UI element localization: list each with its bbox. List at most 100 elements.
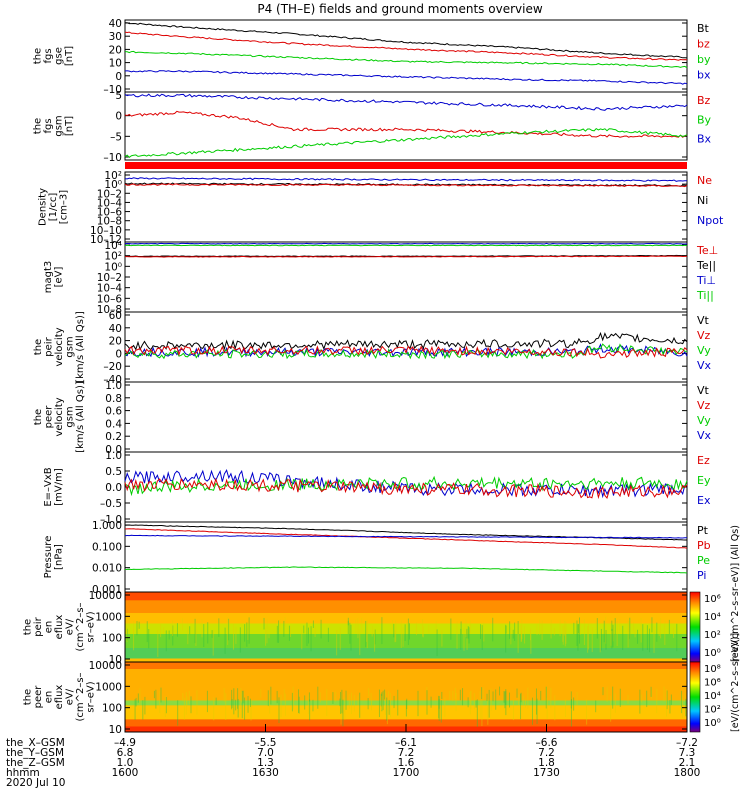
series-Bz [124, 110, 688, 138]
y-axis-label-line: the [32, 48, 43, 64]
x-tick-label: 1.8 [538, 757, 555, 769]
y-tick-label: 10–2 [97, 188, 122, 200]
y-tick-label: 10–10 [90, 225, 122, 237]
legend-item: by [697, 53, 711, 66]
panel-density [124, 171, 688, 243]
x-row-name: the_X–GSM [6, 737, 65, 749]
legend-item: Ey [697, 474, 711, 487]
spectrogram-band-3 [125, 705, 687, 720]
x-tick-label: 1730 [533, 767, 560, 779]
series-Ti⊥ [124, 242, 688, 245]
legend-item: Ni [697, 194, 708, 207]
y-axis-label-line: Pressure [43, 536, 54, 579]
legend-item: Pb [697, 539, 711, 552]
series-By [124, 127, 688, 158]
x-tick-label: 1800 [674, 767, 701, 779]
legend-item: bx [697, 69, 711, 82]
spectrogram-band-6 [125, 658, 687, 662]
y-tick-label: 20 [109, 44, 122, 56]
y-axis-label-line: gsm [65, 336, 76, 357]
y-tick-label: 0.8 [105, 393, 122, 405]
series-bx [124, 70, 688, 85]
colorbar-peer-spectrogram [689, 661, 701, 733]
y-tick-label: 0.6 [105, 406, 122, 418]
legend-item: Vz [697, 329, 711, 342]
colorbar-tick-label: 10⁰ [704, 718, 721, 729]
x-tick-label: –6.6 [536, 737, 558, 749]
y-axis-label-line: Density [38, 188, 49, 226]
y-tick-label: –10 [103, 152, 122, 164]
y-tick-label: 10–4 [97, 197, 123, 209]
y-tick-label: 10–2 [97, 272, 122, 284]
legend-item: Bx [697, 133, 712, 146]
x-tick-label: 7.0 [257, 747, 274, 759]
legend-item: Te|| [696, 259, 716, 272]
panel-frame [124, 19, 688, 93]
y-tick-label: 10 [109, 654, 122, 666]
legend-item: Vt [697, 314, 710, 327]
legend-item: Pe [697, 554, 710, 567]
y-tick-label: 0.4 [105, 418, 122, 430]
y-tick-label: 0 [115, 71, 122, 83]
series-by [124, 50, 688, 69]
legend-item: Pt [697, 524, 709, 537]
x-tick-label: 7.2 [398, 747, 415, 759]
spectrogram-band-4 [125, 634, 687, 648]
series-Vz [124, 345, 688, 359]
panel-efield [124, 451, 688, 523]
series-bz [124, 31, 688, 61]
x-tick-label: –4.9 [114, 737, 136, 749]
y-tick-label: 0.100 [92, 541, 122, 553]
y-axis-label-line: en [44, 621, 55, 634]
colorbar-label: [eV/(cm^2–s–sr–eV)] [730, 633, 741, 732]
series-Bx [124, 93, 688, 111]
y-axis-label-line: eV/ [65, 688, 76, 705]
y-axis-label-line: (cm^2–s– [75, 672, 86, 721]
y-axis-label-line: [km/s (All Qs)] [75, 311, 86, 383]
y-axis-label-line: E=–VxB [43, 467, 54, 506]
y-axis-label-line: the [23, 619, 34, 635]
legend-item: Ti⊥ [696, 274, 716, 287]
panel-peer-spectrogram [124, 661, 701, 733]
x-tick-label: 1700 [393, 767, 420, 779]
x-tick-label: 1.6 [398, 757, 415, 769]
y-axis-label-line: velocity [54, 397, 65, 436]
legend-item: Ne [697, 174, 712, 187]
legend-item: bz [697, 38, 710, 51]
x-tick-label: 7.2 [538, 747, 555, 759]
y-axis-label-line: [nT] [64, 46, 75, 66]
y-tick-label: 10 [109, 724, 122, 736]
series-Vt [124, 331, 688, 351]
y-axis-label-line: [1/cc] [48, 193, 59, 222]
y-axis-label-line: velocity [54, 327, 65, 366]
spectrogram-band-2 [125, 700, 687, 706]
series-Pe [124, 566, 688, 574]
legend-item: Bz [697, 94, 711, 107]
y-axis-label-line: (cm^2–s– [75, 602, 86, 651]
y-axis-label-line: [mV/m] [53, 468, 64, 506]
legend-item: Ez [697, 454, 710, 467]
y-axis-label-line: peir [33, 616, 44, 636]
y-axis-label-line: [km/s (All Qs)] [75, 381, 86, 453]
y-tick-label: 0.0 [105, 444, 122, 456]
y-tick-label: 10⁰ [104, 261, 122, 273]
y-tick-label: 10–12 [90, 234, 122, 246]
red-separator-band [125, 162, 687, 169]
legend-item: Ti|| [696, 289, 714, 302]
spectrogram-band-1 [125, 600, 687, 613]
series-Npot [124, 177, 688, 182]
legend-item: Bt [697, 22, 710, 35]
y-tick-label: 1.0 [105, 380, 122, 392]
x-tick-label: –5.5 [255, 737, 277, 749]
y-axis-label-line: [nPa] [53, 544, 64, 570]
series-Te⊥ [125, 255, 688, 258]
y-axis-label-line: eV/ [65, 618, 76, 635]
y-axis-label-line: peir [44, 336, 55, 356]
colorbar-tick-label: 10⁴ [704, 691, 721, 702]
colorbar-label: [eV/(cm^2–s–sr–eV)] (All Qs) [730, 525, 741, 662]
y-tick-label: 0.2 [105, 431, 122, 443]
x-tick-label: 1.3 [257, 757, 274, 769]
y-tick-label: –40 [103, 374, 122, 386]
spectrogram-band-3 [125, 623, 687, 634]
y-tick-label: 10–6 [97, 293, 123, 305]
